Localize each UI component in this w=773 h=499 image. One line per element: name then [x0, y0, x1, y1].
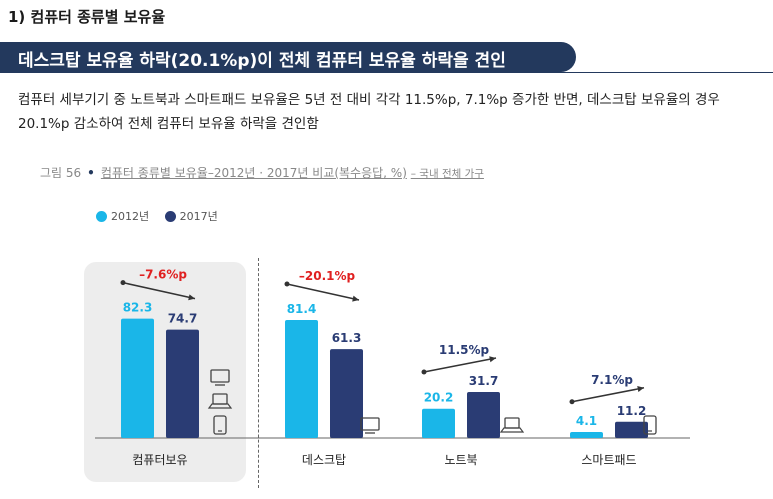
bar-2017-1	[330, 349, 363, 438]
panel-divider	[258, 258, 259, 488]
category-label-0: 컴퓨터보유	[132, 453, 187, 467]
figure-subtitle: – 국내 전체 가구	[410, 168, 484, 180]
figure-number: 그림 56	[40, 166, 82, 180]
change-label-3: 7.1%p	[591, 373, 633, 387]
figure-title: 컴퓨터 종류별 보유율–2012년 · 2017년 비교(복수응답, %)	[100, 166, 407, 180]
chart-legend: 2012년 2017년	[96, 208, 230, 225]
tablet-icon-3-0	[643, 415, 657, 435]
summary-paragraph: 컴퓨터 세부기기 중 노트북과 스마트패드 보유율은 5년 전 대비 각각 11…	[18, 92, 720, 132]
change-label-0: –7.6%p	[139, 268, 187, 282]
category-label-3: 스마트패드	[581, 453, 636, 467]
change-arrow-line-1	[286, 283, 360, 301]
desktop-icon-1-0	[360, 417, 380, 431]
laptop-icon-2-0	[504, 417, 520, 429]
headline-text: 데스크탑 보유율 하락(20.1%p)이 전체 컴퓨터 보유율 하락을 견인	[18, 51, 506, 71]
change-arrowhead-1	[352, 295, 359, 302]
bar-value-2012-0: 82.3	[123, 301, 153, 315]
bar-2012-0	[121, 318, 154, 438]
change-label-2: 11.5%p	[439, 343, 490, 357]
laptop-icon-0-1	[212, 393, 228, 405]
bar-value-2017-0: 74.7	[168, 312, 198, 326]
legend-label-2017: 2017년	[179, 210, 218, 223]
bar-2017-3	[615, 421, 648, 438]
tablet-icon-0-2	[213, 415, 227, 435]
bar-value-2012-1: 81.4	[287, 302, 317, 316]
change-arrow-line-0	[122, 281, 196, 300]
laptop-icon-base-2-0	[499, 427, 525, 433]
category-label-1: 데스크탑	[302, 453, 346, 467]
change-label-1: –20.1%p	[299, 269, 356, 283]
category-label-2: 노트북	[444, 453, 477, 467]
section-title: 1) 컴퓨터 종류별 보유율	[8, 8, 166, 26]
total-panel-background	[84, 262, 246, 482]
laptop-icon-base-0-1	[207, 403, 233, 409]
bar-2012-3	[570, 432, 603, 438]
desktop-icon-0-0	[210, 369, 230, 383]
legend-swatch-2017	[164, 210, 176, 222]
bullet-icon: •	[87, 166, 95, 180]
bar-2017-0	[166, 329, 199, 438]
bar-value-2017-2: 31.7	[469, 374, 499, 388]
bar-value-2017-1: 61.3	[332, 331, 362, 345]
legend-item-2012: 2012년	[96, 208, 149, 224]
bar-2017-2	[467, 392, 500, 438]
legend-item-2017: 2017년	[164, 208, 218, 224]
banner-underline	[0, 72, 773, 73]
bar-value-2012-3: 4.1	[576, 414, 597, 428]
bar-value-2012-2: 20.2	[424, 391, 454, 405]
legend-label-2012: 2012년	[111, 210, 150, 223]
bar-2012-1	[285, 319, 318, 438]
change-arrowhead-0	[188, 294, 195, 301]
change-arrowhead-3	[637, 385, 644, 392]
headline-banner: 데스크탑 보유율 하락(20.1%p)이 전체 컴퓨터 보유율 하락을 견인	[0, 42, 576, 72]
bar-value-2017-3: 11.2	[617, 404, 647, 418]
bar-2012-2	[422, 408, 455, 438]
change-arrow-line-2	[423, 357, 497, 373]
legend-swatch-2012	[96, 210, 107, 222]
change-arrowhead-2	[489, 356, 496, 363]
change-arrow-line-3	[571, 387, 645, 403]
figure-caption: 그림 56 • 컴퓨터 종류별 보유율–2012년 · 2017년 비교(복수응답,…	[40, 164, 484, 181]
